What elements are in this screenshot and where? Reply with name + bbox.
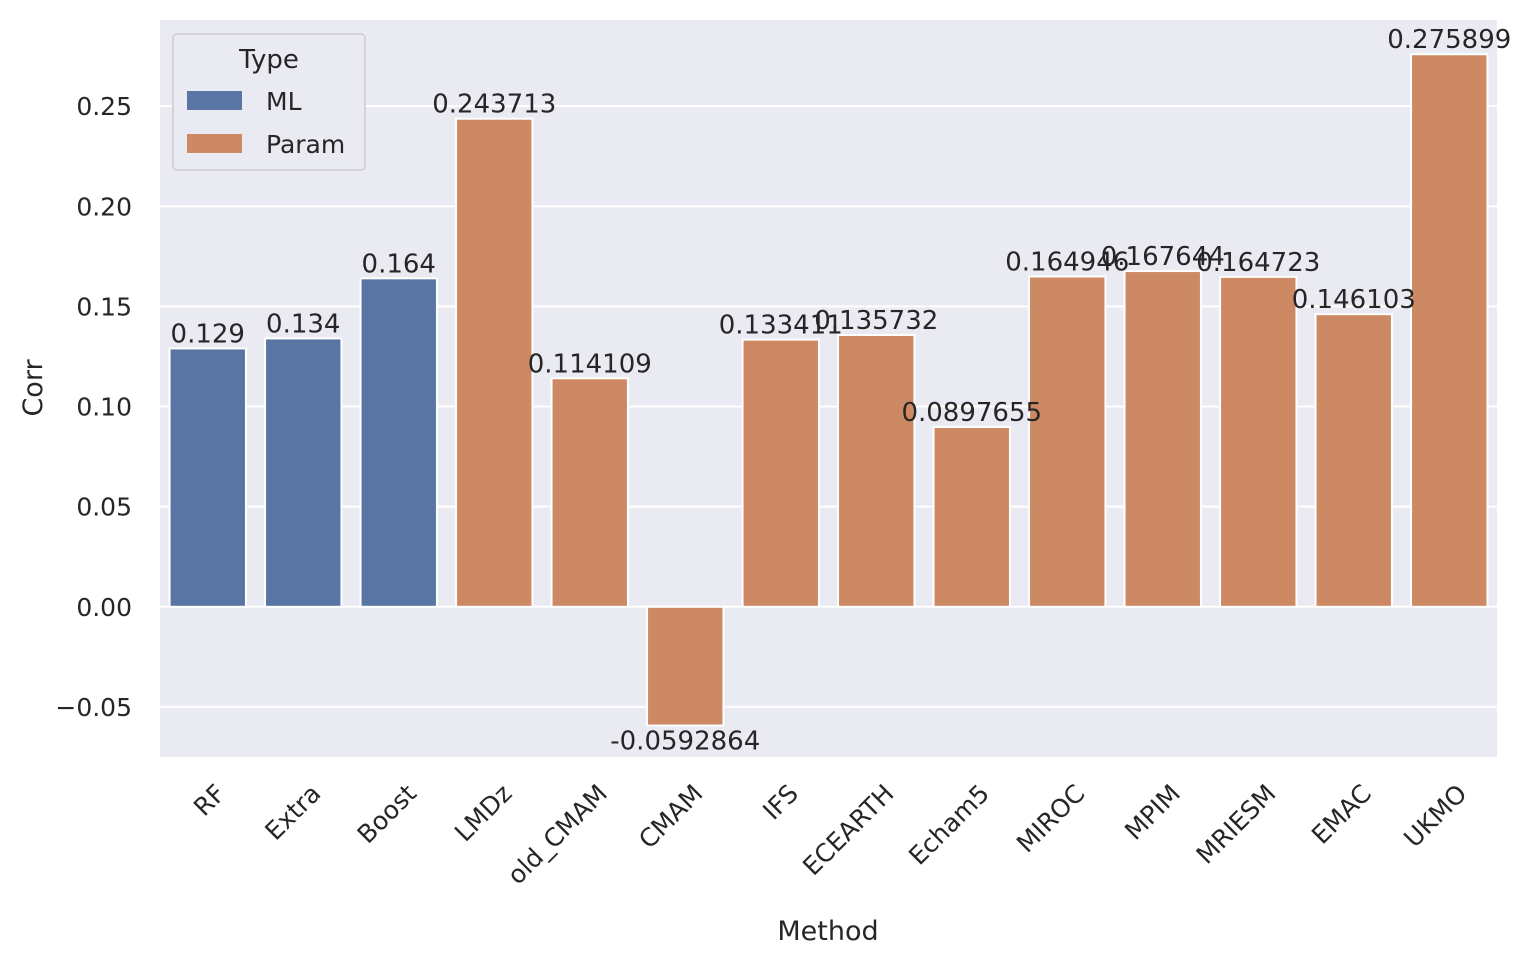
data-label: 0.164723 xyxy=(1196,248,1320,278)
bar xyxy=(264,337,343,608)
x-tick-label: EMAC xyxy=(1306,779,1377,850)
x-axis-label: Method xyxy=(777,916,878,947)
x-tick-label: UKMO xyxy=(1398,779,1472,853)
data-label: 0.135732 xyxy=(814,306,938,336)
x-tick-label: ECEARTH xyxy=(797,779,899,881)
bar xyxy=(455,117,534,608)
bar xyxy=(932,426,1011,608)
bar xyxy=(168,347,247,608)
data-label: 0.164 xyxy=(362,249,436,279)
x-tick-label: MIROC xyxy=(1011,779,1091,859)
y-tick-label: 0.05 xyxy=(76,493,132,522)
y-tick-label: 0.25 xyxy=(76,92,132,121)
bar xyxy=(1028,275,1107,608)
bar xyxy=(646,605,725,727)
legend-swatch-param xyxy=(187,134,242,153)
x-tick-label: IFS xyxy=(757,779,804,826)
data-labels: 0.129 0.134 0.164 0.243713 0.114109 -0.059286… xyxy=(171,25,1512,756)
bar xyxy=(741,338,820,608)
x-tick-label: Boost xyxy=(352,779,423,850)
bar xyxy=(1314,313,1393,608)
bar xyxy=(359,277,438,608)
y-tick-label: 0.10 xyxy=(76,393,132,422)
x-tick-label: MPIM xyxy=(1119,779,1186,846)
x-tick-label: LMDz xyxy=(449,779,518,848)
data-label: 0.114109 xyxy=(528,349,652,379)
x-tick-label: RF xyxy=(188,779,231,822)
data-label: 0.167644 xyxy=(1101,242,1225,272)
data-label: 0.0897655 xyxy=(901,398,1042,428)
bar xyxy=(1123,270,1202,608)
x-tick-label: MRIESM xyxy=(1191,779,1282,870)
bar xyxy=(1219,275,1298,608)
y-tick-label: 0.00 xyxy=(76,593,132,622)
y-axis-label: Corr xyxy=(18,359,49,417)
data-label: 0.243713 xyxy=(432,90,556,120)
bar xyxy=(550,377,629,608)
legend: Type ML Param xyxy=(172,33,366,171)
data-label: 0.275899 xyxy=(1387,25,1511,55)
bars xyxy=(168,53,1489,727)
y-tick-label: 0.15 xyxy=(76,292,132,321)
bar xyxy=(837,333,916,608)
data-label: 0.134 xyxy=(266,309,340,339)
y-tick-label: 0.20 xyxy=(76,192,132,221)
data-label: 0.146103 xyxy=(1292,285,1416,315)
y-tick-label: −0.05 xyxy=(55,693,132,722)
data-label: -0.0592864 xyxy=(610,727,760,757)
x-tick-label: Extra xyxy=(259,779,326,846)
y-axis-ticks: −0.05 0.00 0.05 0.10 0.15 0.20 0.25 xyxy=(55,92,132,722)
bar xyxy=(1410,53,1489,608)
legend-swatch-ml xyxy=(187,91,242,110)
legend-label-param: Param xyxy=(266,130,345,159)
legend-label-ml: ML xyxy=(266,87,302,116)
data-label: 0.129 xyxy=(171,319,245,349)
data-label: 0.164946 xyxy=(1005,247,1129,277)
x-tick-label: Echam5 xyxy=(903,779,995,871)
x-tick-label: old_CMAM xyxy=(502,779,613,890)
x-tick-label: CMAM xyxy=(633,779,708,854)
data-label: 0.133411 xyxy=(719,311,843,341)
legend-title: Type xyxy=(238,45,299,75)
